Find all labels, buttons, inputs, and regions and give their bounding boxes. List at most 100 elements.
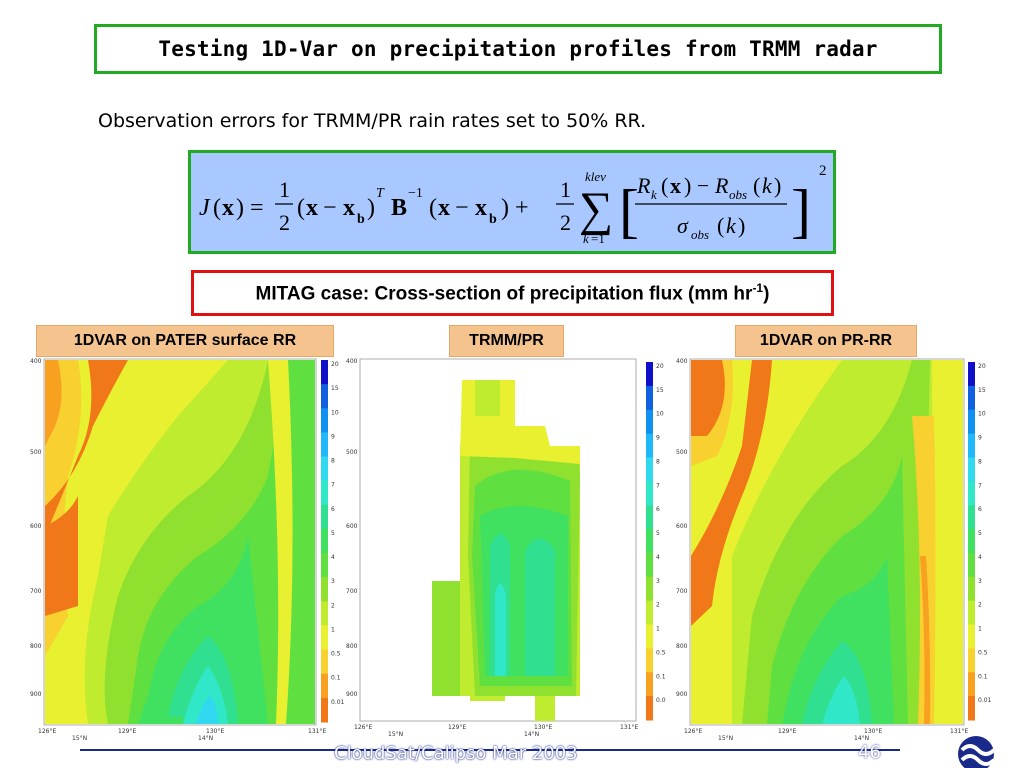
- colorbar-swatch: [968, 696, 975, 721]
- colorbar-label: 4: [656, 554, 660, 561]
- colorbar-label: 10: [978, 411, 986, 418]
- svg-text:2: 2: [560, 210, 571, 235]
- svg-text:x: x: [438, 195, 450, 221]
- colorbar-swatch: [646, 648, 653, 673]
- svg-text:J: J: [199, 195, 211, 221]
- colorbar-label: 9: [656, 435, 660, 442]
- svg-text:T: T: [376, 186, 385, 201]
- svg-text:126°E: 126°E: [38, 728, 56, 735]
- colorbar-label: 0.1: [656, 673, 666, 680]
- svg-text:(: (: [213, 195, 221, 221]
- colorbar: 20 15 10 9 8 7 6 5 4 3 2 1 0.5 0.1 0.01: [968, 362, 992, 721]
- colorbar-swatch: [646, 409, 653, 435]
- colorbar-swatch: [321, 456, 328, 482]
- svg-text:): ): [367, 195, 375, 221]
- colorbar-label: 4: [331, 554, 335, 561]
- colorbar-label: 0.1: [331, 675, 341, 682]
- colorbar: 20 15 10 9 8 7 6 5 4 3 2 1 0.5 0.1 0.01: [321, 360, 345, 723]
- panel-label-pr-rr: 1DVAR on PR-RR: [735, 325, 917, 357]
- colorbar-swatch: [321, 408, 328, 433]
- colorbar-label: 7: [331, 482, 335, 489]
- footer-rule: [80, 749, 900, 751]
- colorbar-swatch: [646, 362, 653, 387]
- colorbar-swatch: [321, 480, 328, 506]
- colorbar-label: 2: [331, 602, 335, 609]
- colorbar-label: 6: [331, 506, 335, 513]
- colorbar-label: 9: [978, 435, 982, 442]
- colorbar-label: 6: [656, 506, 660, 513]
- svg-text:b: b: [357, 212, 365, 227]
- slide-footer: CloudSat/Calipso Mar 2003 46: [0, 740, 1024, 768]
- colorbar-label: 15: [656, 387, 664, 394]
- svg-text:900: 900: [676, 691, 688, 698]
- svg-text:600: 600: [346, 523, 358, 530]
- svg-text:(: (: [429, 195, 437, 221]
- colorbar-swatch: [968, 576, 975, 602]
- svg-text:129°E: 129°E: [118, 728, 136, 735]
- svg-text:]: ]: [791, 178, 811, 244]
- svg-text:−1: −1: [408, 186, 423, 201]
- colorbar-swatch: [321, 504, 328, 530]
- svg-text:126°E: 126°E: [684, 728, 702, 735]
- svg-text:129°E: 129°E: [448, 724, 466, 731]
- colorbar-label: 20: [978, 363, 986, 370]
- colorbar-label: 0.01: [331, 699, 345, 706]
- colorbar-swatch: [968, 409, 975, 435]
- svg-text:500: 500: [676, 449, 688, 456]
- colorbar-label: 5: [331, 530, 335, 537]
- colorbar-swatch: [968, 481, 975, 506]
- colorbar-swatch: [646, 457, 653, 482]
- x-axis-ticks: 126°E 129°E 130°E 131°E 15°N 14°N: [38, 728, 326, 740]
- svg-text:130°E: 130°E: [206, 728, 224, 735]
- x-axis-ticks: 126°E 129°E 130°E 131°E 15°N 14°N: [684, 728, 968, 740]
- colorbar-swatch: [321, 384, 328, 409]
- colorbar-label: 8: [331, 458, 335, 465]
- svg-text:131°E: 131°E: [950, 728, 968, 735]
- svg-text:600: 600: [30, 523, 42, 530]
- contour-fill: [691, 360, 963, 724]
- svg-text:14°N: 14°N: [198, 735, 213, 740]
- colorbar-label: 20: [656, 363, 664, 370]
- slide-title: Testing 1D-Var on precipitation profiles…: [158, 37, 878, 61]
- colorbar-swatch: [646, 552, 653, 578]
- colorbar-swatch: [968, 433, 975, 458]
- colorbar-swatch: [646, 481, 653, 506]
- colorbar-swatch: [968, 672, 975, 697]
- colorbar-swatch: [321, 553, 328, 578]
- colorbar-label: 20: [331, 361, 339, 368]
- colorbar-label: 3: [331, 578, 335, 585]
- svg-text:x: x: [475, 195, 487, 221]
- page-number: 46: [858, 742, 881, 763]
- svg-text:131°E: 131°E: [308, 728, 326, 735]
- svg-text:800: 800: [30, 643, 42, 650]
- svg-text:14°N: 14°N: [854, 735, 869, 740]
- svg-text:=1: =1: [591, 231, 605, 246]
- svg-text:) −: ) −: [684, 173, 709, 198]
- svg-text:700: 700: [676, 588, 688, 595]
- colorbar-label: 15: [978, 387, 986, 394]
- colorbar-label: 10: [656, 411, 664, 418]
- y-axis-ticks: 400 500 600 700 800 900: [346, 358, 358, 698]
- svg-text:∑: ∑: [579, 183, 613, 236]
- svg-text:b: b: [489, 212, 497, 227]
- svg-text:k: k: [762, 173, 773, 198]
- svg-text:σ: σ: [677, 213, 689, 238]
- institution-logo-icon: [958, 736, 996, 768]
- colorbar-label: 0.5: [331, 651, 341, 658]
- svg-text:14°N: 14°N: [524, 731, 539, 738]
- y-axis-ticks: 400 500 600 700 800 900: [30, 358, 42, 698]
- colorbar-label: 1: [656, 626, 660, 633]
- colorbar-label: 7: [978, 482, 982, 489]
- contour-fill: [45, 360, 316, 724]
- slide-subtitle: Observation errors for TRMM/PR rain rate…: [98, 110, 647, 132]
- svg-text:2: 2: [819, 163, 827, 179]
- svg-text:B: B: [391, 195, 407, 221]
- svg-text:(: (: [753, 173, 760, 198]
- svg-text:klev: klev: [585, 169, 606, 184]
- colorbar-label: 10: [331, 409, 339, 416]
- svg-text:126°E: 126°E: [354, 724, 372, 731]
- plot-trmm-pr: 400 500 600 700 800 900 126°E 129°E 130°…: [346, 358, 666, 738]
- svg-text:) +: ) +: [501, 195, 529, 221]
- svg-text:500: 500: [346, 449, 358, 456]
- svg-text:15°N: 15°N: [72, 735, 87, 740]
